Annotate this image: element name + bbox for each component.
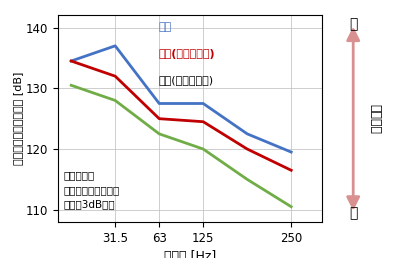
Text: 低: 低 [349,206,357,220]
Text: 予測精度を
従来モデルに対して
平均約3dB向上: 予測精度を 従来モデルに対して 平均約3dB向上 [63,170,120,209]
X-axis label: 周波数 [Hz]: 周波数 [Hz] [164,250,216,258]
Text: 予測(従来モデル): 予測(従来モデル) [158,75,214,85]
Text: 高: 高 [349,18,357,31]
Text: 実測: 実測 [158,22,172,32]
Text: 遮音性能: 遮音性能 [368,104,381,134]
Y-axis label: インピーダンスレベル [dB]: インピーダンスレベル [dB] [13,72,23,165]
Text: 予測(新規モデル): 予測(新規モデル) [158,49,215,59]
